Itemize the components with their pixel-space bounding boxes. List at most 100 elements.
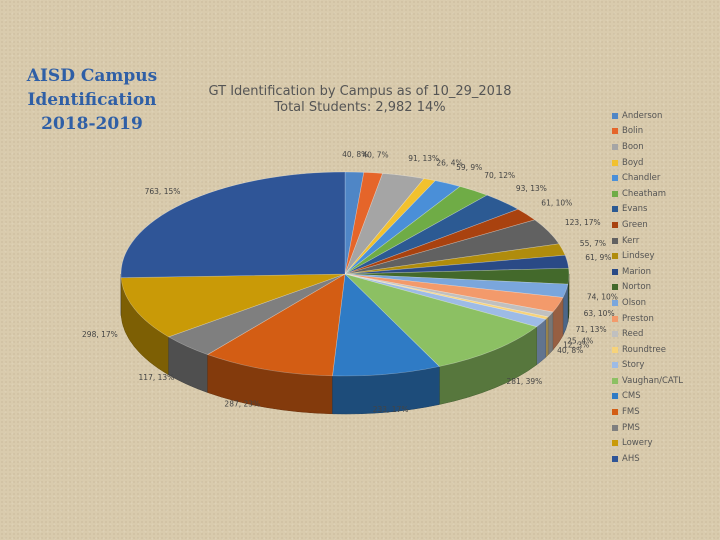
pie-side-roundtree	[545, 316, 549, 358]
slide-title: AISD Campus Identification 2018-2019	[22, 64, 162, 136]
data-label-vaughan-catl: 281, 39%	[507, 377, 543, 386]
slide-title-line-3: 2018-2019	[41, 114, 143, 134]
legend-swatch	[612, 331, 618, 338]
legend-label: PMS	[622, 422, 640, 433]
data-label-cms: 233, 17%	[373, 405, 409, 414]
legend-label: Lindsey	[622, 251, 655, 262]
legend-item-olson: Olson	[612, 295, 683, 311]
data-label-lindsey: 55, 7%	[580, 239, 606, 248]
legend-label: Anderson	[622, 110, 663, 121]
legend-label: Lowery	[622, 438, 653, 449]
legend-label: Boon	[622, 141, 644, 152]
legend-label: Kerr	[622, 235, 640, 246]
legend-label: Norton	[622, 282, 651, 293]
legend-swatch	[612, 455, 618, 462]
legend-item-kerr: Kerr	[612, 233, 683, 249]
legend-label: CMS	[622, 391, 641, 402]
pie-slice-anderson	[344, 171, 365, 275]
pie-slice-evans	[344, 194, 519, 275]
data-label-preston: 71, 13%	[576, 325, 607, 334]
legend-swatch	[612, 315, 618, 322]
data-label-norton: 74, 10%	[587, 292, 618, 301]
data-label-ahs: 763, 15%	[145, 187, 181, 196]
data-label-fms: 287, 23%	[224, 400, 260, 409]
data-label-cheatham: 70, 12%	[484, 171, 515, 180]
legend-swatch	[612, 206, 618, 213]
pie-slice-story	[344, 273, 547, 328]
legend-swatch	[612, 377, 618, 384]
legend-item-story: Story	[612, 358, 683, 374]
pie-slice-chandler	[344, 180, 461, 275]
pie-slice-roundtree	[344, 273, 549, 320]
data-label-bolin: 40, 7%	[362, 151, 388, 160]
legend-item-lindsey: Lindsey	[612, 248, 683, 264]
legend-swatch	[612, 424, 618, 431]
legend-label: FMS	[622, 407, 640, 418]
legend-item-cms: CMS	[612, 389, 683, 405]
legend-item-lowery: Lowery	[612, 435, 683, 451]
legend-item-vaughan-catl: Vaughan/CATL	[612, 373, 683, 389]
legend-label: Boyd	[622, 157, 644, 168]
data-label-green: 61, 10%	[541, 199, 572, 208]
legend-label: Marion	[622, 266, 651, 277]
legend-swatch	[612, 221, 618, 228]
data-label-reed: 25, 4%	[567, 336, 593, 345]
legend-label: Preston	[622, 313, 654, 324]
pie-slice-boyd	[344, 178, 436, 275]
legend-item-chandler: Chandler	[612, 170, 683, 186]
legend-label: Vaughan/CATL	[622, 375, 684, 386]
chart-title-block: GT Identification by Campus as of 10_29_…	[180, 84, 540, 116]
pie-slice-cms	[332, 273, 440, 377]
legend-item-green: Green	[612, 217, 683, 233]
pie-slice-vaughan-catl	[343, 273, 538, 367]
data-label-olson: 63, 10%	[584, 309, 615, 318]
legend-swatch	[612, 440, 618, 447]
legend-swatch	[612, 268, 618, 275]
legend-item-fms: FMS	[612, 404, 683, 420]
pie-slice-lindsey	[344, 243, 566, 275]
pie-side-reed	[547, 311, 554, 356]
pie-slice-norton	[344, 267, 570, 285]
legend-item-marion: Marion	[612, 264, 683, 280]
data-label-evans: 93, 13%	[516, 184, 547, 193]
legend-swatch	[612, 190, 618, 197]
slide-title-line-1: AISD Campus	[26, 66, 158, 86]
legend-item-cheatham: Cheatham	[612, 186, 683, 202]
data-label-story: 40, 8%	[557, 346, 583, 355]
pie-side-cms	[332, 366, 440, 415]
pie-slice-pms	[167, 273, 346, 355]
legend-swatch	[612, 237, 618, 244]
legend-label: Chandler	[622, 173, 661, 184]
legend-swatch	[612, 112, 618, 119]
legend-swatch	[612, 175, 618, 182]
legend-label: Olson	[622, 297, 647, 308]
pie-slice-ahs	[120, 171, 346, 279]
pie-slice-reed	[344, 273, 554, 318]
legend-item-pms: PMS	[612, 420, 683, 436]
legend-item-roundtree: Roundtree	[612, 342, 683, 358]
legend-label: Story	[622, 360, 645, 371]
chart-subtitle: Total Students: 2,982 14%	[274, 100, 446, 115]
legend-swatch	[612, 393, 618, 400]
legend-label: Reed	[622, 329, 644, 340]
pie-slice-cheatham	[344, 186, 488, 275]
data-label-roundtree: 12, 3%	[563, 341, 589, 350]
data-label-marion: 61, 9%	[585, 253, 611, 262]
pie-slice-olson	[344, 273, 569, 298]
pie-slice-preston	[344, 273, 564, 313]
pie-slice-kerr	[344, 219, 560, 275]
legend-item-norton: Norton	[612, 280, 683, 296]
data-label-boyd: 26, 4%	[436, 158, 462, 167]
legend-item-boon: Boon	[612, 139, 683, 155]
legend-label: AHS	[622, 453, 640, 464]
data-label-kerr: 123, 17%	[565, 218, 601, 227]
legend-item-preston: Preston	[612, 311, 683, 327]
legend-swatch	[612, 284, 618, 291]
legend-swatch	[612, 143, 618, 150]
legend-label: Bolin	[622, 126, 644, 137]
chart-legend: Anderson Bolin Boon Boyd Chandler Cheatham Eva…	[612, 108, 683, 467]
legend-item-evans: Evans	[612, 202, 683, 218]
pie-slice-lowery	[120, 273, 346, 338]
legend-label: Green	[622, 219, 648, 230]
